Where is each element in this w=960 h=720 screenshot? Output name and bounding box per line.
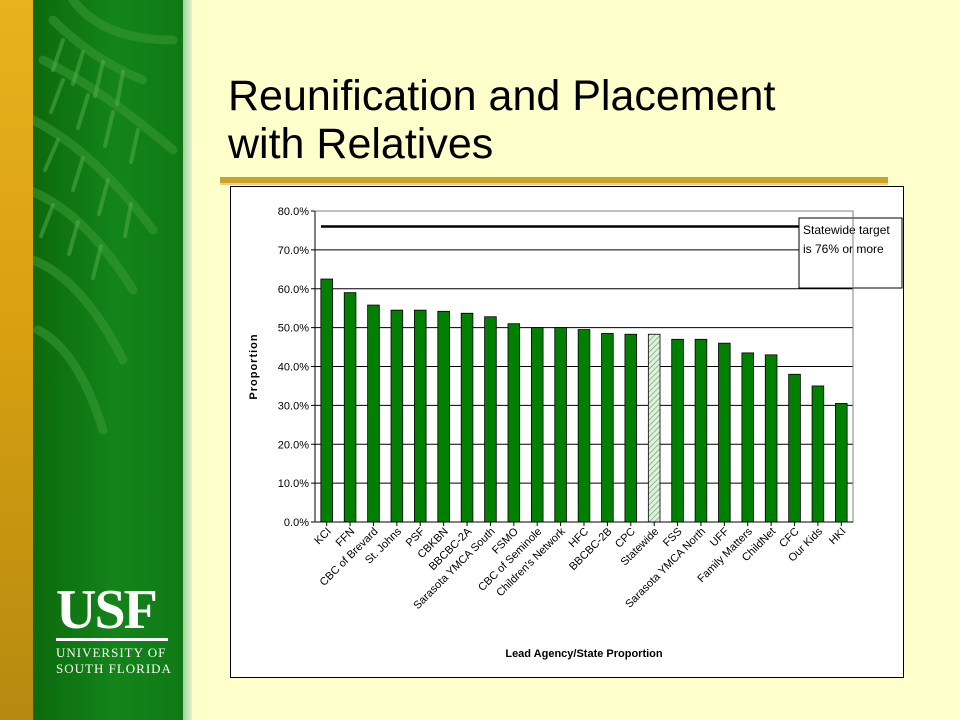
bar-chart: 0.0% 10.0% 20.0% 30.0% 40.0% 50.0% 60.0% 70.0% 8… [248, 206, 903, 660]
bar-14 [647, 333, 661, 523]
bar-17 [718, 342, 731, 523]
y-tick-label: 40.0% [278, 362, 309, 374]
bar-11 [577, 329, 591, 523]
x-tick-label: HKI [827, 526, 848, 547]
y-tick-label: 0.0% [284, 517, 309, 529]
annotation-line1: Statewide target [803, 223, 890, 237]
bar-1 [343, 292, 357, 523]
usf-logo-rule [56, 638, 168, 641]
panel-edge-highlight [183, 0, 192, 720]
bar-5 [437, 310, 450, 523]
slide-title: Reunification and Placement with Relativ… [228, 72, 928, 168]
y-tick-label: 70.0% [278, 245, 309, 257]
y-tick-label: 30.0% [278, 400, 309, 412]
gold-strip [0, 0, 33, 720]
chart-area: 0.0% 10.0% 20.0% 30.0% 40.0% 50.0% 60.0% 70.0% 8… [230, 186, 904, 678]
slide-title-line2: with Relatives [228, 120, 494, 168]
bar-12 [601, 333, 614, 523]
y-tick-label: 60.0% [278, 284, 309, 296]
y-tick-label: 80.0% [278, 206, 309, 218]
bar-4 [414, 309, 427, 523]
green-side-panel: USF UNIVERSITY OF SOUTH FLORIDA [33, 0, 183, 720]
bar-20 [788, 373, 801, 523]
bar-3 [390, 309, 404, 523]
bar-15 [671, 338, 684, 523]
bar-0 [320, 278, 333, 523]
y-tick-label: 10.0% [278, 478, 309, 490]
palm-fronds-decoration [33, 0, 178, 435]
bar-16 [694, 338, 708, 523]
title-underline [220, 177, 888, 183]
bar-21 [811, 385, 825, 523]
x-axis-title: Lead Agency/State Proportion [505, 648, 663, 660]
x-tick-label: KCI [312, 526, 333, 547]
usf-logo-line2: SOUTH FLORIDA [56, 661, 172, 676]
bar-13 [624, 333, 638, 523]
gridlines [315, 210, 853, 484]
y-tick-label: 20.0% [278, 439, 309, 451]
bar-8 [507, 323, 521, 523]
bar-22 [835, 403, 848, 523]
annotation-box [798, 217, 903, 289]
usf-logo-mark: USF [56, 579, 158, 641]
bar-6 [460, 312, 474, 523]
bar-19 [764, 354, 778, 523]
bar-7 [484, 316, 497, 523]
annotation-line2: is 76% or more [803, 242, 884, 256]
y-axis-ticks: 0.0% 10.0% 20.0% 30.0% 40.0% 50.0% 60.0% 70.0% 8… [278, 206, 315, 529]
y-axis-title: Proportion [248, 333, 260, 399]
bar-2 [367, 304, 380, 523]
usf-logo: USF UNIVERSITY OF SOUTH FLORIDA [56, 579, 174, 677]
slide-title-line1: Reunification and Placement [228, 72, 776, 120]
bar-9 [530, 327, 544, 523]
bar-18 [741, 352, 754, 523]
usf-logo-line1: UNIVERSITY OF [56, 645, 167, 660]
bar-10 [554, 327, 567, 523]
bars [320, 278, 848, 523]
y-tick-label: 50.0% [278, 323, 309, 335]
